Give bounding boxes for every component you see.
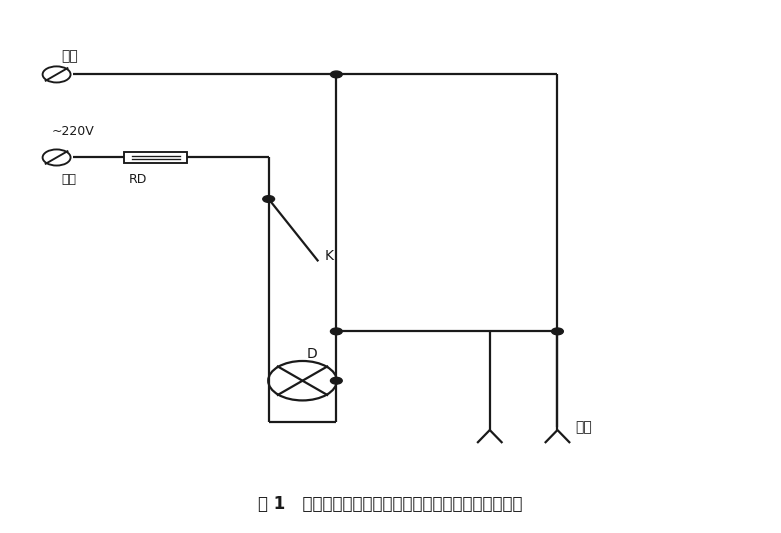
Text: K: K xyxy=(325,249,333,263)
Bar xyxy=(124,152,187,163)
Text: ~220V: ~220V xyxy=(52,125,95,138)
Text: 零线: 零线 xyxy=(61,49,78,63)
Text: 图 1   一只单连开关控制一盏灯并另外连接一只插座线路: 图 1 一只单连开关控制一盏灯并另外连接一只插座线路 xyxy=(259,495,522,513)
Text: D: D xyxy=(307,346,318,361)
Text: 火线: 火线 xyxy=(61,173,76,186)
Text: RD: RD xyxy=(129,173,147,186)
Circle shape xyxy=(330,377,342,384)
Circle shape xyxy=(551,328,563,335)
Text: 插座: 插座 xyxy=(576,421,592,434)
Circle shape xyxy=(330,328,342,335)
Circle shape xyxy=(330,71,342,78)
Circle shape xyxy=(262,196,275,203)
